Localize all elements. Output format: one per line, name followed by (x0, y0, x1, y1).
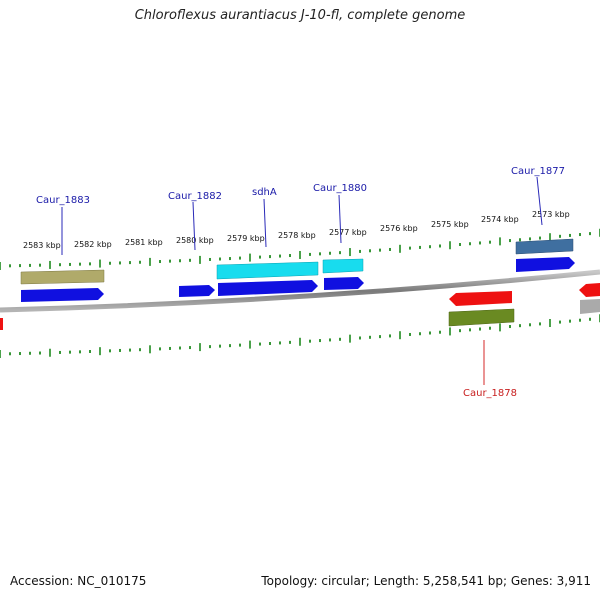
genome-backbone (0, 269, 600, 313)
scale-label: 2581 kbp (125, 238, 163, 247)
leader-line (263, 198, 267, 248)
gene-label-caur-1880[interactable]: Caur_1880 (313, 183, 367, 194)
gene-feature-caur-1877[interactable] (515, 238, 574, 255)
gene-label-caur-1883[interactable]: Caur_1883 (36, 195, 90, 206)
scale-label: 2579 kbp (227, 234, 265, 243)
gene-feature-caur-1880[interactable] (322, 258, 364, 274)
leader-line (536, 176, 543, 226)
gene-features (0, 238, 600, 330)
gene-feature[interactable] (324, 277, 364, 290)
scale-label: 2583 kbp (23, 241, 61, 250)
gene-feature[interactable] (449, 291, 512, 306)
scale-label: 2574 kbp (481, 215, 519, 224)
gene-feature-caur-1878[interactable] (448, 308, 515, 327)
gene-feature[interactable] (21, 288, 104, 302)
scale-label: 2575 kbp (431, 220, 469, 229)
gene-feature[interactable] (516, 257, 575, 272)
outer-tick-ring (0, 228, 600, 270)
gene-label-caur-1877[interactable]: Caur_1877 (511, 166, 565, 177)
gene-feature[interactable] (218, 280, 318, 296)
gene-feature-caur-1882[interactable] (179, 285, 215, 297)
gene-feature-sdha[interactable] (216, 261, 319, 280)
scale-label: 2578 kbp (278, 231, 316, 240)
gene-feature[interactable] (0, 318, 3, 330)
scale-label: 2577 kbp (329, 228, 367, 237)
map-title: Chloroflexus aurantiacus J-10-fl, comple… (134, 8, 466, 23)
inner-tick-ring (0, 314, 600, 358)
scale-label: 2576 kbp (380, 224, 418, 233)
scale-label: 2573 kbp (532, 210, 570, 219)
leader-line (192, 201, 196, 251)
scale-label: 2582 kbp (74, 240, 112, 249)
gene-label-sdha[interactable]: sdhA (252, 187, 277, 198)
accession-label: Accession: NC_010175 (10, 574, 147, 588)
gene-label-caur-1882[interactable]: Caur_1882 (168, 191, 222, 202)
gene-feature[interactable] (579, 283, 600, 297)
leader-line (338, 194, 342, 244)
gene-leaders (61, 176, 543, 385)
gene-label-caur-1878[interactable]: Caur_1878 (463, 388, 517, 399)
gene-feature[interactable] (580, 299, 600, 314)
gene-feature-caur-1883[interactable] (20, 269, 105, 285)
gene-labels: Caur_1883 Caur_1882 sdhA Caur_1880 Caur_… (36, 166, 565, 399)
topology-label: Topology: circular; Length: 5,258,541 bp… (261, 574, 591, 588)
scale-labels: 2583 kbp 2582 kbp 2581 kbp 2580 kbp 2579… (23, 210, 570, 250)
